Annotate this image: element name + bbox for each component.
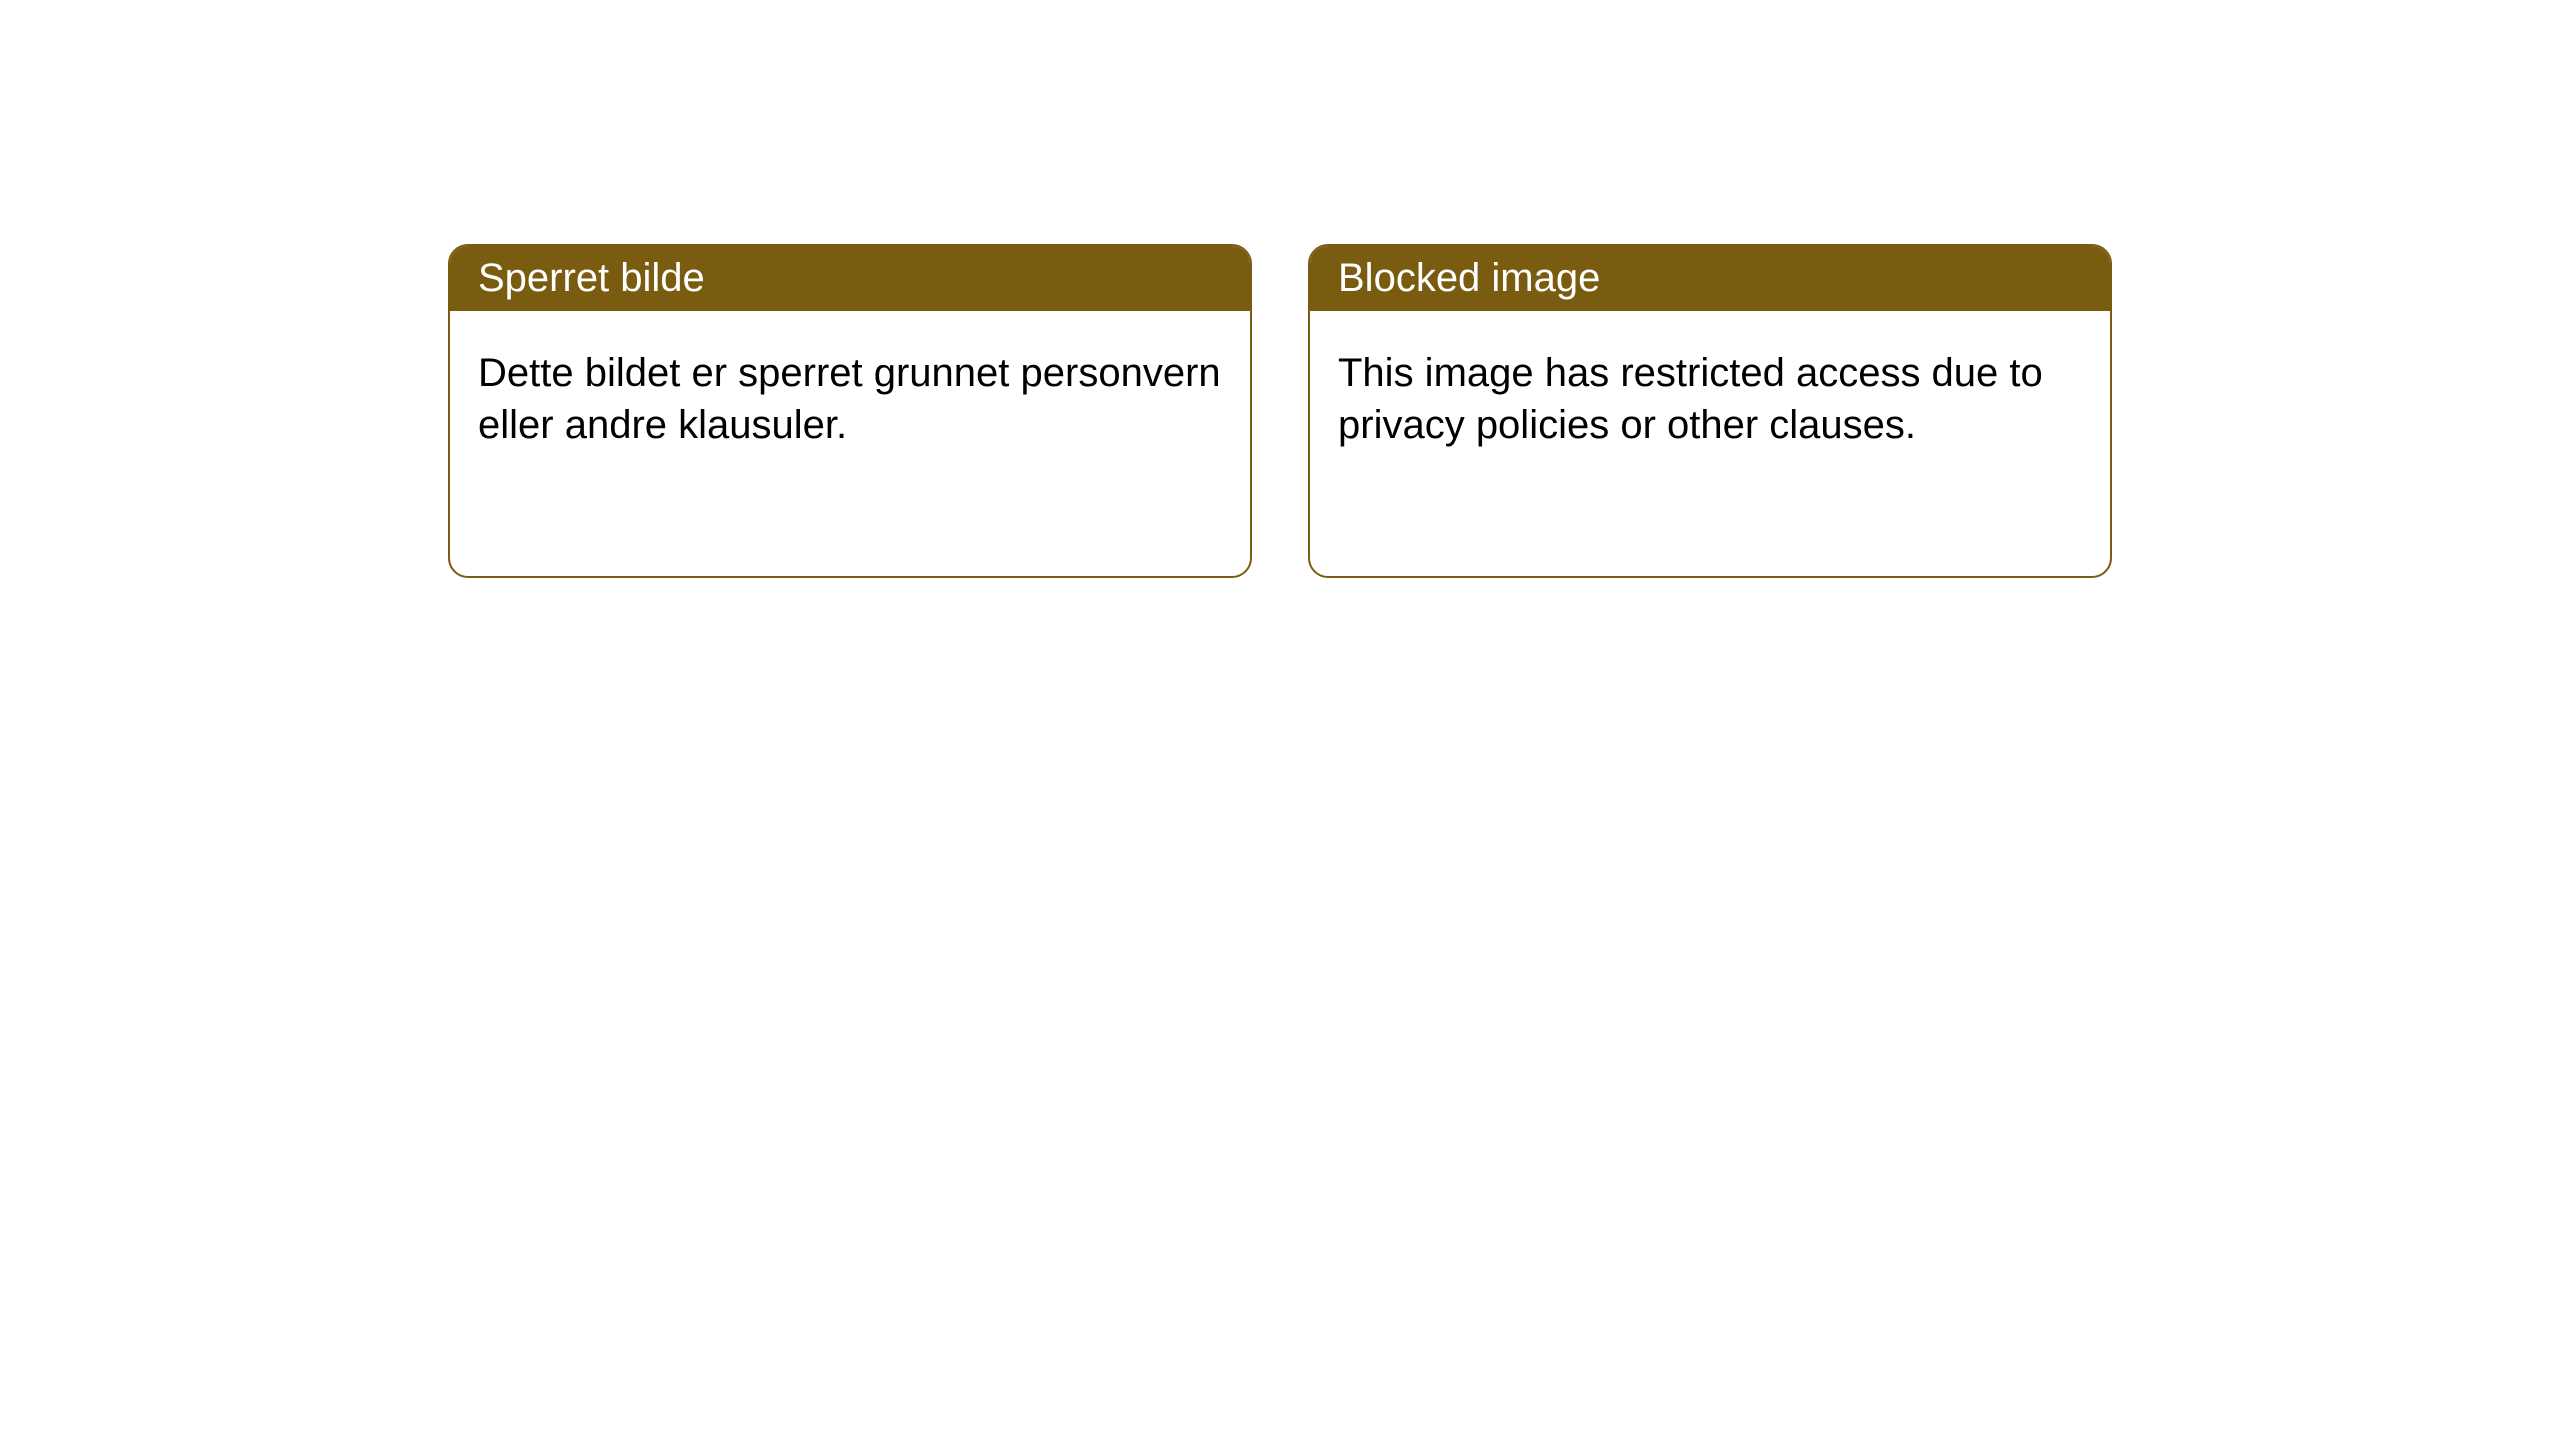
card-body-en: This image has restricted access due to …	[1310, 311, 2110, 487]
blocked-image-card-no: Sperret bilde Dette bildet er sperret gr…	[448, 244, 1252, 578]
card-title-no: Sperret bilde	[450, 246, 1250, 311]
cards-container: Sperret bilde Dette bildet er sperret gr…	[0, 0, 2560, 578]
card-body-no: Dette bildet er sperret grunnet personve…	[450, 311, 1250, 487]
card-title-en: Blocked image	[1310, 246, 2110, 311]
blocked-image-card-en: Blocked image This image has restricted …	[1308, 244, 2112, 578]
